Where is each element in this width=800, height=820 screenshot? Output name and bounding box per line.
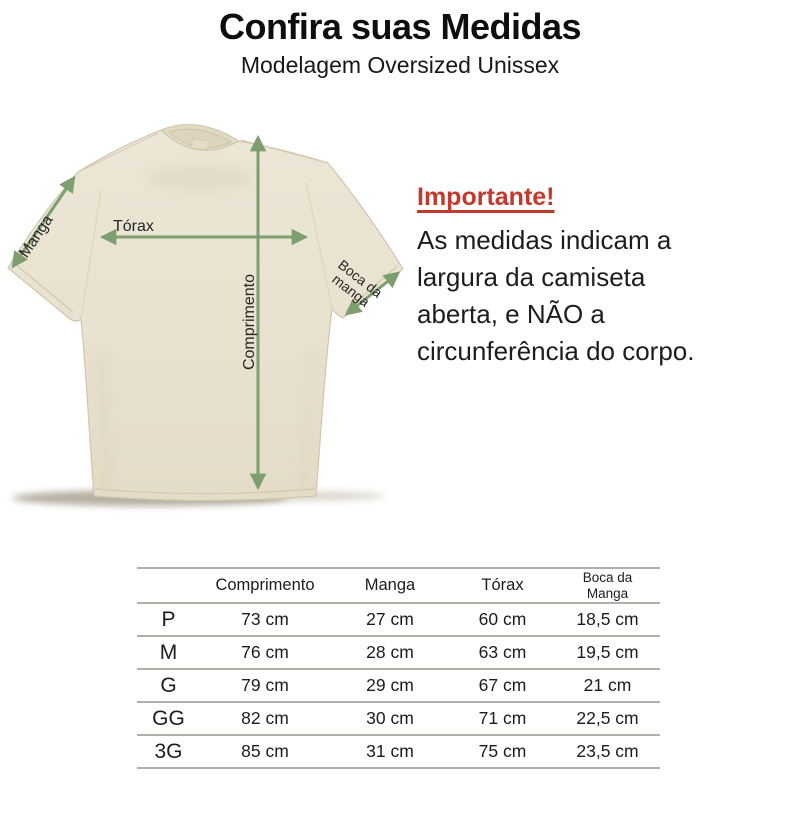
boca-cell: 23,5 cm bbox=[576, 741, 639, 761]
comprimento-cell: 82 cm bbox=[241, 708, 289, 728]
table-row-gg: GG 82 cm 30 cm 71 cm 22,5 cm bbox=[137, 703, 660, 736]
size-table-header: Comprimento Manga Tórax Boca da Manga bbox=[137, 569, 660, 604]
torax-cell: 60 cm bbox=[478, 609, 527, 629]
notice-line: circunferência do corpo. bbox=[417, 336, 695, 366]
size-table: Comprimento Manga Tórax Boca da Manga P … bbox=[137, 567, 660, 769]
comprimento-cell: 76 cm bbox=[241, 642, 289, 662]
shirt-collar bbox=[160, 124, 240, 151]
torax-cell: 67 cm bbox=[478, 675, 527, 695]
notice-line: As medidas indicam a bbox=[417, 225, 672, 255]
manga-cell: 29 cm bbox=[366, 675, 414, 695]
comprimento-label: Comprimento bbox=[241, 274, 258, 370]
header-manga: Manga bbox=[364, 576, 416, 594]
notice-heading: Importante! bbox=[417, 183, 555, 211]
size-cell: 3G bbox=[154, 739, 183, 763]
notice-line: largura da camiseta bbox=[417, 262, 646, 292]
boca-cell: 21 cm bbox=[583, 675, 632, 695]
notice-text: As medidas indicam a largura da camiseta… bbox=[417, 222, 747, 370]
important-notice: Importante! As medidas indicam a largura… bbox=[417, 183, 747, 370]
torax-cell: 71 cm bbox=[478, 708, 527, 728]
size-cell: P bbox=[161, 607, 176, 631]
measurement-arrows bbox=[11, 134, 401, 491]
comprimento-cell: 73 cm bbox=[241, 609, 289, 629]
boca-da-manga-arrow bbox=[344, 271, 401, 316]
tshirt-measurement-diagram: Manga Tórax Comprimento Boca da manga bbox=[0, 100, 430, 545]
header-boca-da-manga: Boca da Manga bbox=[555, 570, 660, 600]
comprimento-cell: 85 cm bbox=[241, 741, 289, 761]
notice-line: aberta, e NÃO a bbox=[417, 299, 605, 329]
header-comprimento: Comprimento bbox=[215, 576, 315, 594]
table-row-3g: 3G 85 cm 31 cm 75 cm 23,5 cm bbox=[137, 736, 660, 769]
tshirt-illustration: Manga Tórax Comprimento Boca da manga bbox=[7, 124, 404, 506]
table-row-g: G 79 cm 29 cm 67 cm 21 cm bbox=[137, 670, 660, 703]
manga-cell: 30 cm bbox=[366, 708, 414, 728]
header-torax: Tórax bbox=[481, 576, 524, 594]
torax-label: Tórax bbox=[113, 218, 154, 235]
torax-cell: 75 cm bbox=[478, 741, 527, 761]
manga-cell: 27 cm bbox=[366, 609, 414, 629]
size-cell: GG bbox=[152, 706, 185, 730]
manga-cell: 31 cm bbox=[366, 741, 414, 761]
boca-cell: 19,5 cm bbox=[576, 642, 639, 662]
table-row-p: P 73 cm 27 cm 60 cm 18,5 cm bbox=[137, 604, 660, 637]
page-title: Confira suas Medidas bbox=[218, 6, 582, 47]
manga-cell: 28 cm bbox=[366, 642, 414, 662]
header-boca-text: Boca da Manga bbox=[582, 570, 633, 601]
boca-cell: 22,5 cm bbox=[576, 708, 639, 728]
torax-cell: 63 cm bbox=[478, 642, 527, 662]
boca-cell: 18,5 cm bbox=[576, 609, 639, 629]
table-row-m: M 76 cm 28 cm 63 cm 19,5 cm bbox=[137, 637, 660, 670]
size-cell: G bbox=[160, 673, 177, 697]
manga-arrow bbox=[11, 175, 76, 269]
size-cell: M bbox=[159, 640, 178, 664]
page-subtitle: Modelagem Oversized Unissex bbox=[240, 52, 560, 78]
comprimento-cell: 79 cm bbox=[241, 675, 289, 695]
